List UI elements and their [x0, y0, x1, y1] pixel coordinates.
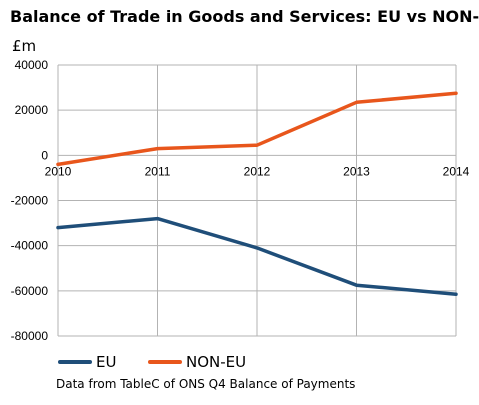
y-axis-unit-label: £m	[12, 37, 36, 55]
legend: EU NON-EU	[58, 353, 246, 371]
series-line-eu	[56, 216, 458, 296]
y-tick-label: 40000	[15, 58, 49, 72]
legend-label-non-eu: NON-EU	[186, 353, 246, 371]
x-tick-label: 2012	[244, 164, 271, 178]
y-tick-label: -40000	[11, 239, 49, 253]
series-line-non-eu	[56, 91, 458, 167]
source-note: Data from TableC of ONS Q4 Balance of Pa…	[56, 377, 355, 391]
x-tick-label: 2011	[145, 164, 171, 178]
axis-ticks: 40000 20000 0 -20000 -40000 -60000 -80000 2010 2…	[11, 58, 470, 343]
legend-label-eu: EU	[96, 353, 116, 371]
x-tick-label: 2013	[343, 164, 370, 178]
y-tick-label: -80000	[11, 329, 49, 343]
y-tick-label: -60000	[11, 284, 49, 298]
x-tick-label: 2014	[443, 164, 470, 178]
x-tick-label: 2010	[45, 164, 72, 178]
gridlines	[57, 64, 457, 337]
y-tick-label: -20000	[11, 194, 49, 208]
y-tick-label: 0	[41, 148, 48, 162]
series-lines	[56, 91, 458, 296]
y-tick-label: 20000	[15, 103, 49, 117]
chart-title: Balance of Trade in Goods and Services: …	[10, 7, 479, 26]
